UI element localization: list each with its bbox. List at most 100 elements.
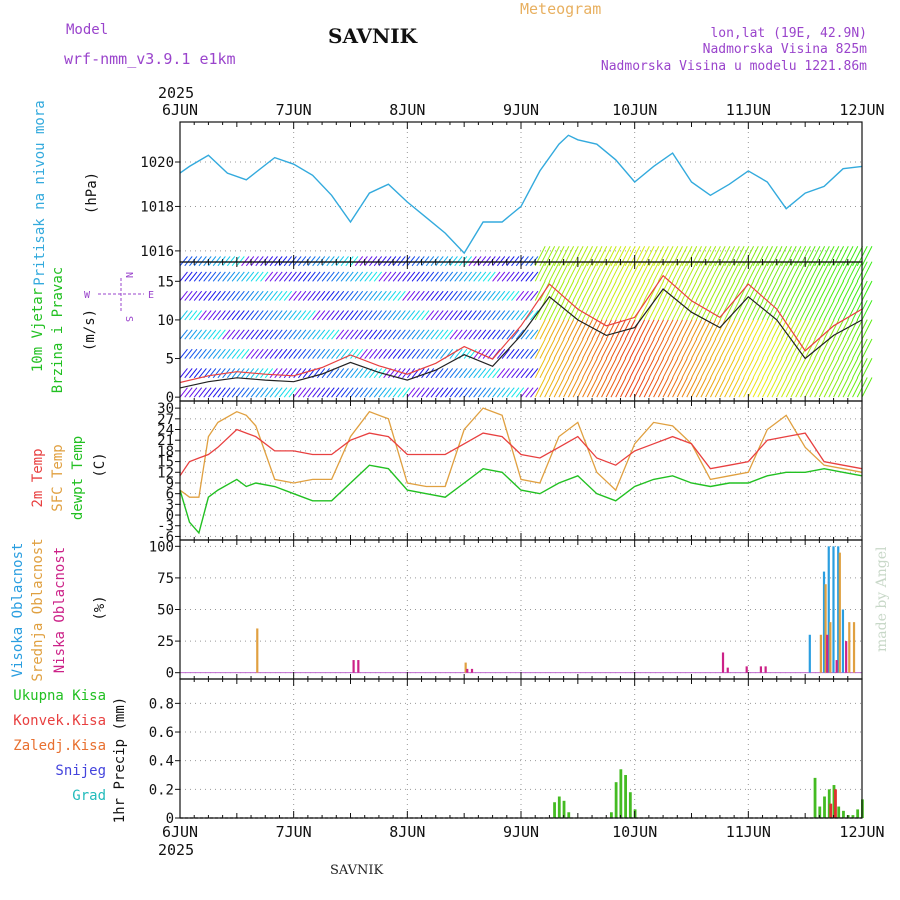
wind-barb [828,280,840,301]
watermark: made by Angel [874,546,890,652]
wind-barb [847,357,859,379]
wind-barb [340,310,349,321]
wind-barb [615,357,627,379]
wind-barb [335,256,345,267]
wind-barb [255,271,264,282]
wind-barb [785,377,797,398]
wind-barb [179,290,188,301]
wind-barb [705,357,717,379]
wind-barb [402,256,411,267]
wind-barb [468,256,477,267]
wind-barb [676,357,688,379]
wind-barb [373,290,383,301]
precip-tick-label: 0 [166,811,174,827]
wind-barb [795,261,807,282]
wind-barb [274,256,283,267]
wind-barb [728,357,740,379]
wind-barb [279,387,288,398]
wind-barb [264,368,274,379]
wind-barb [728,377,740,398]
wind-barb [255,256,264,267]
wind-barb [350,348,359,359]
wind-barb [392,310,401,321]
wind-barb [392,271,401,282]
wind-barb [430,329,439,340]
temp-tick-label: 21 [157,433,174,449]
wind-barb [260,329,269,340]
wind-barb [354,271,364,282]
pressure-tick-label: 1018 [140,199,174,215]
wind-barb [212,387,222,398]
temp-labels: 2m Temp SFC Temp dewpt Temp (C) [30,436,108,520]
wind-barb [634,357,646,379]
wind-barb [231,329,240,340]
wind-barb [638,377,650,398]
wind-barb [279,348,288,359]
wind-barb [818,280,830,301]
wind-barb [245,387,255,398]
wind-barb [421,290,430,301]
wind-barb [809,300,821,321]
wind-barb [283,256,293,267]
wind-barb [558,377,570,398]
wind-barb [525,329,534,340]
wind-barb [814,300,826,321]
wind-barb [705,300,717,321]
wind-barb [747,261,759,282]
day-label-top: 6JUN [162,101,198,119]
wind-barb [530,271,539,282]
wind-barb [383,271,392,282]
wind-barb [705,338,717,359]
cloud-tick-label: 75 [157,571,174,587]
wind-barb [406,256,416,267]
wind-barb [691,300,702,321]
wind-barb [781,280,792,301]
wind-barb [184,256,193,267]
wind-barb [383,310,392,321]
wind-barb [269,368,278,379]
wind-barb [245,271,255,282]
wind-barb [534,377,546,398]
wind-barb [312,290,321,301]
wind-barb [804,319,816,340]
wind-tick-label: 10 [157,313,174,329]
wind-barb [837,300,849,321]
dewpt-ylabel: dewpt Temp [70,436,86,520]
wind-barb [539,357,551,379]
wind-barb [241,329,250,340]
pressure-tick-label: 1020 [140,155,174,171]
wind-barb [534,319,546,340]
wind-barb [473,290,482,301]
wind-barb [198,310,207,321]
wind-barb [620,377,631,398]
wind-barb [378,271,387,282]
wind-barb [459,290,468,301]
wind-barb [496,271,506,282]
wind-barb [781,357,792,379]
wind-barb [421,368,430,379]
wind-barb [691,280,702,301]
wind-barb [629,261,641,282]
wind-barb [444,310,454,321]
wind-barb [620,357,631,379]
wind-barb [269,387,278,398]
wind-barb [307,290,316,301]
wind-barb [179,329,188,340]
wind-barb [738,338,750,359]
wind-barb [620,338,631,359]
wind-barb [714,377,726,398]
wind-barb [695,319,707,340]
wind-barb [340,256,349,267]
wind-barb [312,310,321,321]
wind-barb [719,300,731,321]
wind-barb [477,290,487,301]
wind-barb [459,329,468,340]
wind-barb [302,387,311,398]
wind-barb [198,271,207,282]
wind-barb [369,290,378,301]
wind-barb [482,271,491,282]
svg-text:S: S [123,316,134,322]
wind-barb [316,256,326,267]
wind-barb [269,329,278,340]
precip-bar [829,803,833,818]
